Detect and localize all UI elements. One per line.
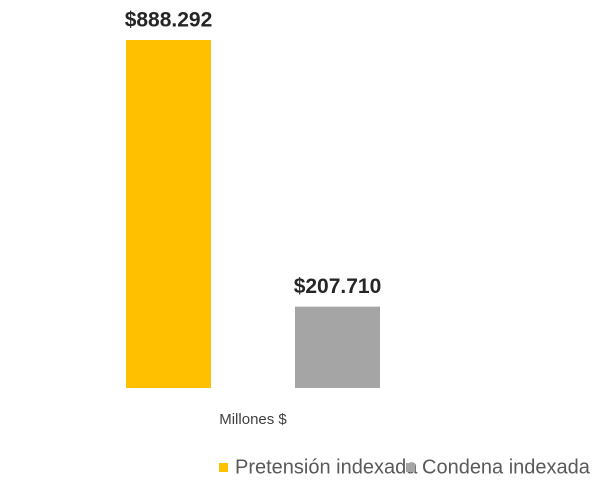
bar (295, 306, 380, 388)
legend-swatch (406, 463, 415, 472)
x-tick-label: Millones $ (219, 411, 287, 428)
data-label: $207.710 (294, 275, 382, 298)
legend-swatch (219, 463, 228, 472)
bar (126, 40, 211, 388)
legend-label: Condena indexada (422, 456, 591, 478)
legend-label: Pretensión indexada (235, 456, 418, 478)
data-label: $888.292 (125, 9, 213, 32)
